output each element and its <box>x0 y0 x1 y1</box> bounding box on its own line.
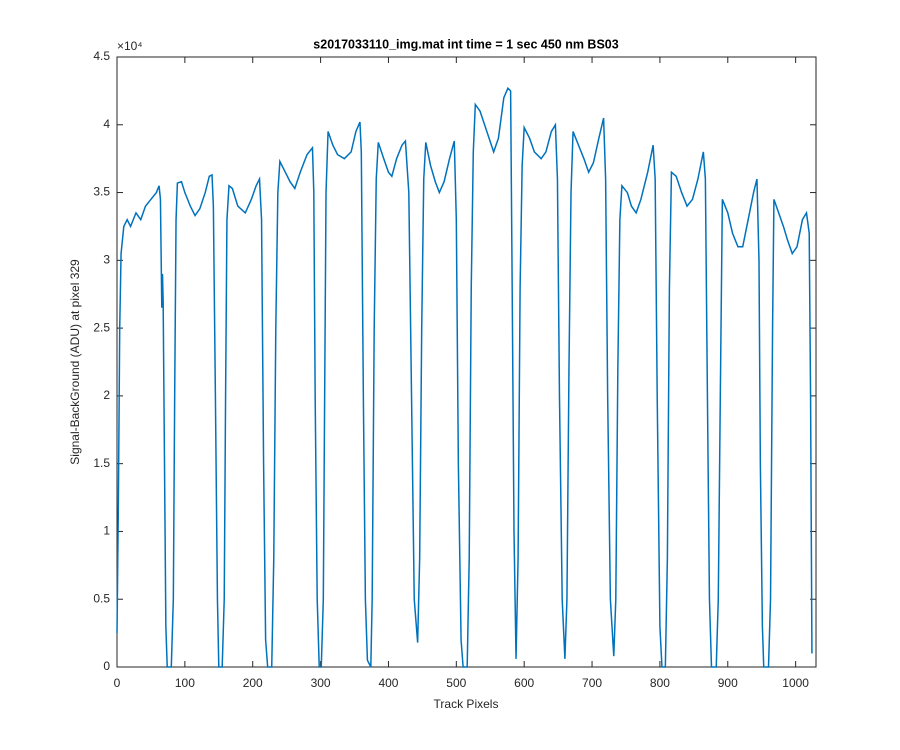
y-tick-label: 2.5 <box>93 320 110 334</box>
y-tick-label: 0.5 <box>93 591 110 605</box>
x-tick-label: 800 <box>650 676 670 690</box>
y-tick-label: 2 <box>103 388 110 402</box>
x-tick-label: 100 <box>175 676 195 690</box>
y-multiplier: ×10⁴ <box>117 39 143 53</box>
y-tick-label: 4.5 <box>93 49 110 63</box>
x-tick-label: 1000 <box>782 676 809 690</box>
y-tick-label: 3.5 <box>93 185 110 199</box>
data-line <box>116 86 813 668</box>
y-tick-label: 4 <box>103 117 110 131</box>
y-axis-label: Signal-BackGround (ADU) at pixel 329 <box>68 259 82 465</box>
x-tick-label: 700 <box>582 676 602 690</box>
x-tick-label: 500 <box>446 676 466 690</box>
x-tick-label: 600 <box>514 676 534 690</box>
y-tick-label: 0 <box>103 659 110 673</box>
y-tick-label: 3 <box>103 253 110 267</box>
x-tick-label: 200 <box>243 676 263 690</box>
chart-title: s2017033110_img.mat int time = 1 sec 450… <box>313 37 618 51</box>
plot-area <box>116 56 817 668</box>
x-tick-label: 400 <box>378 676 398 690</box>
x-tick-label: 0 <box>114 676 121 690</box>
y-tick-label: 1.5 <box>93 456 110 470</box>
x-tick-label: 900 <box>718 676 738 690</box>
x-tick-label: 300 <box>311 676 331 690</box>
y-tick-label: 1 <box>103 524 110 538</box>
x-axis-label: Track Pixels <box>434 697 499 711</box>
